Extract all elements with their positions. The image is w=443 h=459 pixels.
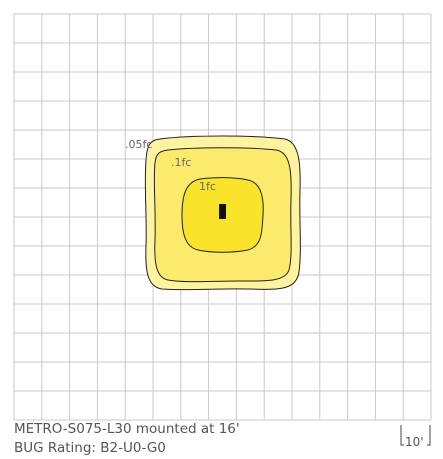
scale-bracket — [400, 425, 431, 446]
caption-line: BUG Rating: B2-U0-G0 — [14, 440, 166, 456]
contour-label: 1fc — [199, 180, 216, 193]
caption-line: METRO-S075-L30 mounted at 16' — [14, 421, 240, 437]
contour-label: .05fc — [125, 138, 152, 151]
contour-label: .1fc — [171, 156, 191, 169]
fixture — [219, 204, 226, 219]
scale-label: 10' — [405, 435, 424, 449]
